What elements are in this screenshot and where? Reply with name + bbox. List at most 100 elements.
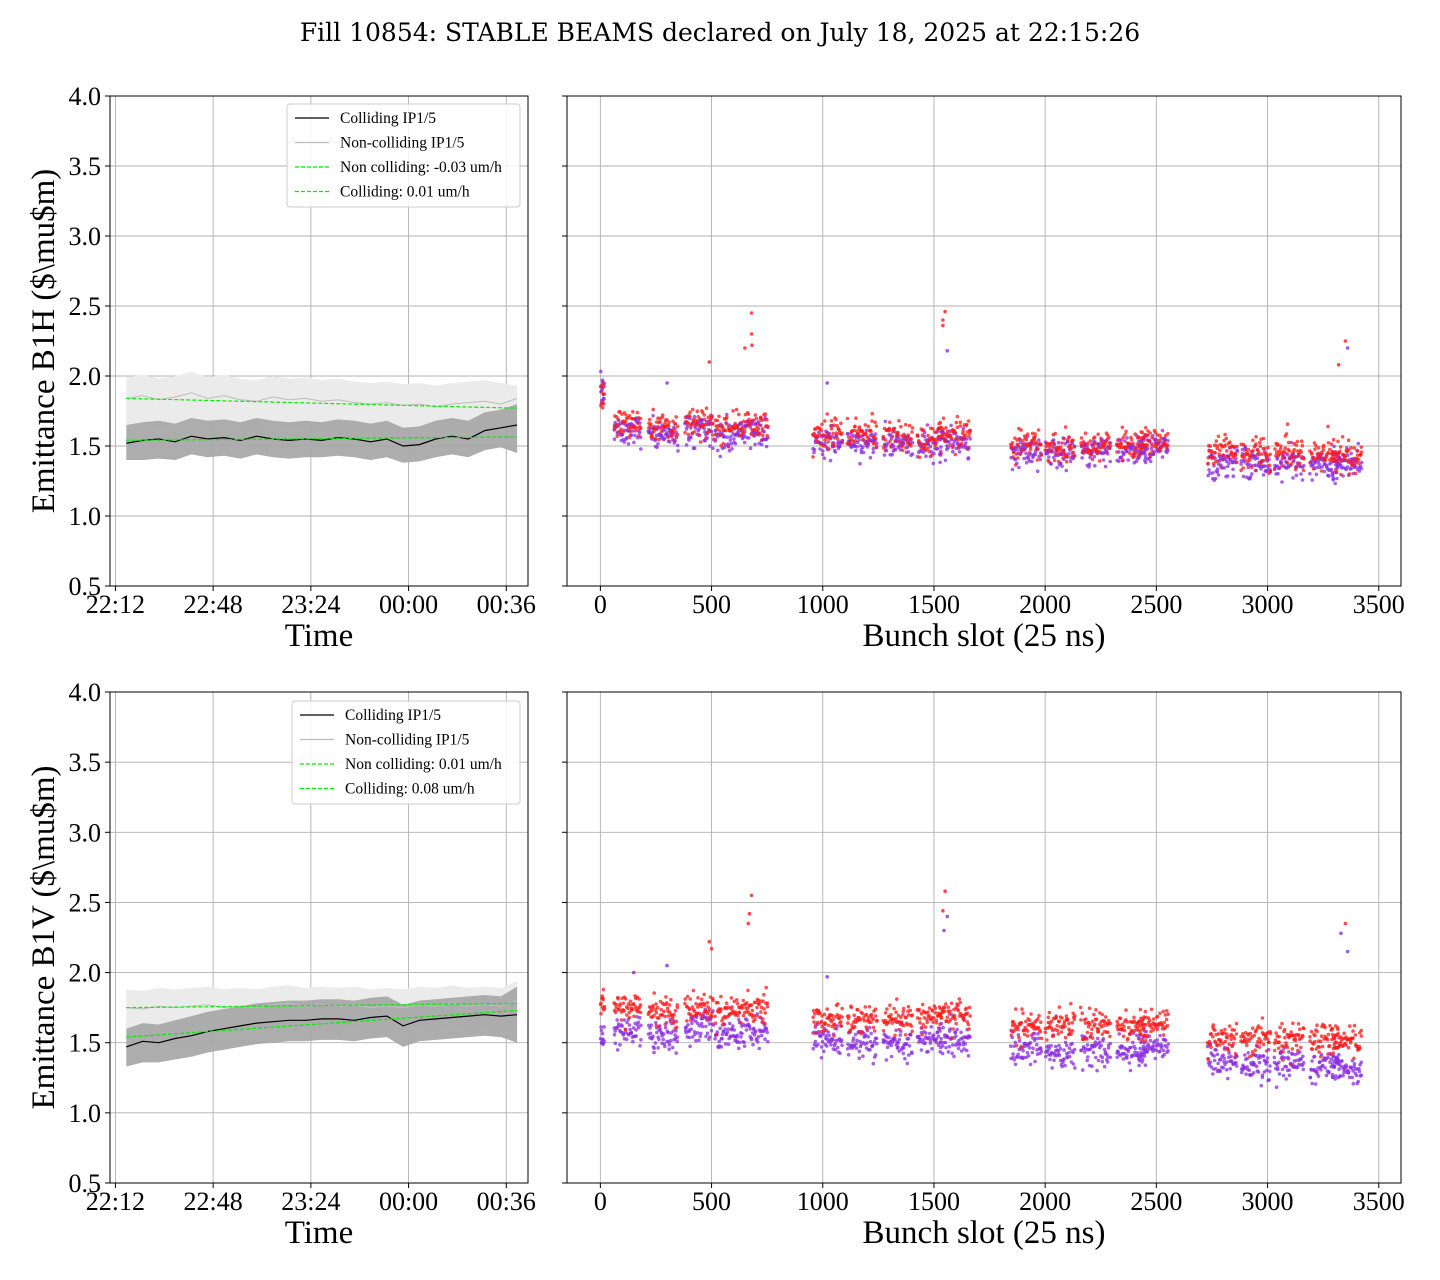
point-colliding (666, 423, 671, 428)
point-colliding (1241, 466, 1245, 470)
point-colliding (698, 440, 703, 444)
point-colliding (631, 1002, 636, 1006)
point-colliding (881, 1028, 886, 1033)
point-noncolliding (1356, 1079, 1360, 1084)
point-colliding (832, 1034, 836, 1038)
point-noncolliding (732, 1028, 737, 1032)
point-colliding (1278, 447, 1283, 451)
point-noncolliding (1166, 439, 1170, 443)
point-colliding (1357, 457, 1361, 462)
point-noncolliding (875, 441, 879, 446)
point-noncolliding (963, 443, 967, 448)
point-noncolliding (1052, 1051, 1057, 1056)
point-colliding (654, 1010, 659, 1015)
point-noncolliding (694, 1038, 698, 1043)
point-noncolliding (1039, 1046, 1043, 1051)
point-colliding (625, 1013, 629, 1017)
point-outlier (825, 975, 829, 979)
point-colliding (1294, 464, 1299, 469)
point-colliding (1283, 1035, 1287, 1040)
point-colliding (1071, 438, 1075, 443)
point-noncolliding (831, 1038, 835, 1042)
point-colliding (1085, 1037, 1089, 1041)
point-noncolliding (1094, 1055, 1098, 1060)
point-colliding (1317, 1045, 1322, 1049)
y-tick-label: 1.0 (69, 502, 102, 531)
point-colliding (1059, 1030, 1064, 1034)
point-noncolliding (634, 1028, 638, 1032)
point-noncolliding (1108, 459, 1112, 464)
point-noncolliding (622, 428, 627, 433)
point-noncolliding (964, 437, 969, 441)
point-colliding (1259, 1026, 1263, 1030)
point-colliding (602, 384, 606, 389)
point-noncolliding (1336, 1062, 1340, 1066)
y-tick-label: 0.5 (69, 572, 102, 601)
point-colliding (1224, 436, 1229, 441)
point-colliding (945, 1015, 950, 1020)
point-colliding (1027, 1018, 1032, 1022)
point-noncolliding (871, 1061, 876, 1066)
point-colliding (846, 1016, 851, 1021)
point-colliding (621, 1001, 626, 1006)
point-noncolliding (1294, 473, 1299, 478)
point-noncolliding (1337, 1067, 1341, 1071)
point-colliding (1057, 1019, 1061, 1024)
point-noncolliding (1272, 1055, 1277, 1060)
point-noncolliding (950, 1051, 954, 1056)
point-colliding (1125, 1020, 1130, 1024)
point-colliding (1100, 1012, 1105, 1017)
point-noncolliding (711, 1009, 715, 1013)
point-noncolliding (1241, 474, 1246, 479)
point-noncolliding (821, 449, 825, 453)
point-noncolliding (720, 1032, 725, 1037)
point-colliding (811, 1015, 815, 1020)
point-noncolliding (668, 440, 672, 444)
point-colliding (702, 413, 707, 417)
point-noncolliding (1224, 1060, 1229, 1064)
point-noncolliding (620, 433, 624, 437)
point-colliding (925, 1017, 929, 1022)
point-colliding (1347, 472, 1352, 476)
point-noncolliding (949, 423, 953, 428)
point-colliding (873, 1014, 878, 1018)
point-colliding (922, 1016, 927, 1020)
point-noncolliding (1268, 1069, 1272, 1074)
point-colliding (729, 996, 734, 1000)
point-colliding (1064, 460, 1069, 464)
point-colliding (1248, 1031, 1253, 1036)
series-line-noncolliding (126, 1000, 518, 1010)
point-colliding (1217, 1043, 1222, 1047)
point-noncolliding (627, 1023, 632, 1027)
point-noncolliding (812, 450, 816, 455)
point-noncolliding (648, 1031, 653, 1036)
point-colliding (1145, 443, 1150, 448)
point-colliding (763, 1011, 768, 1015)
point-colliding (1087, 1006, 1092, 1010)
point-colliding (716, 424, 721, 429)
point-noncolliding (839, 1038, 844, 1042)
point-colliding (953, 430, 958, 435)
point-colliding (614, 1002, 619, 1007)
point-colliding (823, 1022, 828, 1026)
point-colliding (1242, 1036, 1247, 1040)
point-colliding (1211, 1035, 1215, 1039)
point-noncolliding (656, 1046, 660, 1050)
point-noncolliding (625, 1020, 629, 1025)
point-noncolliding (1221, 1053, 1225, 1057)
x-tick-label: 3000 (1242, 1187, 1294, 1216)
point-noncolliding (1037, 1036, 1041, 1041)
point-colliding (849, 1004, 853, 1008)
point-colliding (1165, 1009, 1169, 1013)
point-colliding (1121, 1034, 1126, 1039)
point-colliding (1226, 1048, 1231, 1053)
point-colliding (1151, 1017, 1156, 1021)
point-colliding (874, 445, 879, 450)
point-colliding (1107, 446, 1112, 451)
point-colliding (953, 1017, 957, 1021)
point-colliding (931, 427, 935, 431)
point-colliding (624, 413, 628, 417)
axes-frame (566, 691, 1402, 1184)
point-colliding (1118, 1016, 1123, 1021)
point-colliding (1153, 430, 1158, 435)
